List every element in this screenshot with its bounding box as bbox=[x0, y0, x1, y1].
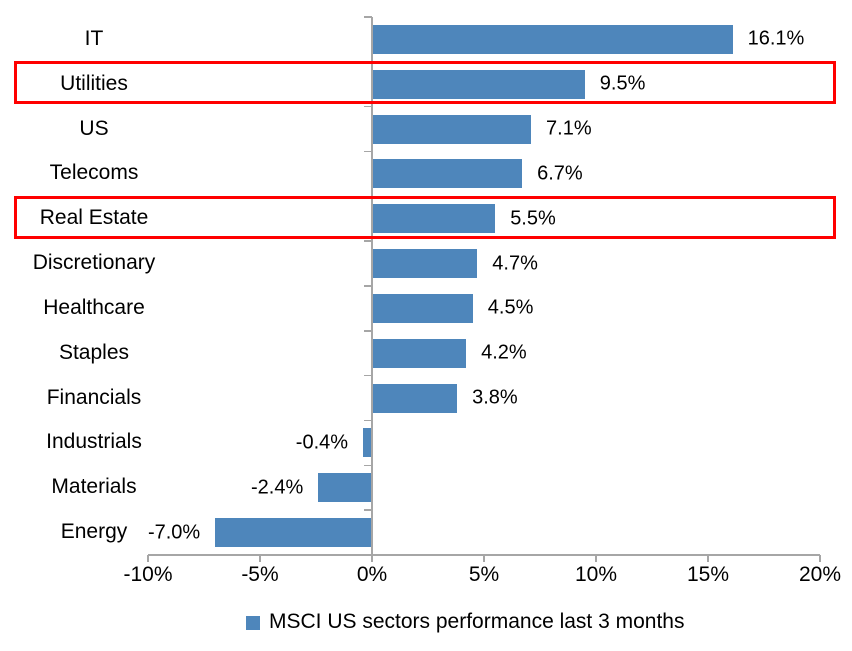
bar bbox=[372, 293, 473, 323]
value-label: 6.7% bbox=[537, 162, 583, 185]
category-label: Industrials bbox=[46, 430, 142, 454]
category-tick bbox=[364, 16, 372, 18]
value-label: -7.0% bbox=[147, 521, 201, 544]
bar bbox=[372, 204, 496, 234]
y-axis-line bbox=[371, 17, 373, 555]
category-label: Telecoms bbox=[49, 161, 139, 185]
category-label: Real Estate bbox=[39, 206, 149, 230]
x-tick bbox=[595, 555, 597, 562]
category-tick bbox=[364, 285, 372, 287]
x-tick-label: 10% bbox=[574, 563, 618, 586]
category-tick bbox=[364, 150, 372, 153]
legend-swatch-icon bbox=[246, 616, 260, 630]
x-tick bbox=[707, 555, 709, 562]
x-tick-label: -5% bbox=[241, 563, 279, 586]
legend: MSCI US sectors performance last 3 month… bbox=[246, 610, 684, 634]
value-label: -0.4% bbox=[295, 431, 349, 454]
bar bbox=[215, 518, 372, 548]
bar bbox=[372, 25, 733, 54]
bar bbox=[372, 114, 532, 144]
category-label: US bbox=[79, 116, 109, 140]
x-tick-label: 15% bbox=[686, 563, 730, 586]
category-tick bbox=[364, 240, 372, 242]
bar bbox=[363, 428, 372, 458]
bar bbox=[372, 249, 478, 279]
value-label: 4.5% bbox=[487, 296, 534, 319]
x-tick bbox=[259, 555, 261, 562]
bar bbox=[372, 338, 467, 368]
value-label: 9.5% bbox=[599, 72, 646, 95]
category-label: Discretionary bbox=[32, 251, 156, 275]
category-label: Energy bbox=[60, 520, 128, 544]
bar bbox=[372, 159, 523, 189]
value-label: -2.4% bbox=[250, 476, 304, 499]
category-tick bbox=[364, 330, 372, 332]
category-label: Financials bbox=[46, 385, 142, 409]
category-label: Staples bbox=[58, 340, 130, 364]
category-tick bbox=[364, 419, 372, 422]
category-tick bbox=[364, 464, 372, 467]
x-tick-label: 20% bbox=[798, 563, 842, 586]
category-tick bbox=[364, 374, 372, 377]
bar bbox=[372, 383, 458, 413]
category-label: Healthcare bbox=[43, 295, 145, 319]
category-tick bbox=[364, 509, 372, 511]
x-tick-label: 0% bbox=[356, 563, 388, 586]
bar bbox=[372, 69, 585, 99]
legend-label: MSCI US sectors performance last 3 month… bbox=[269, 610, 685, 633]
x-tick-label: -10% bbox=[123, 563, 173, 586]
value-label: 3.8% bbox=[472, 386, 518, 409]
value-label: 4.2% bbox=[481, 341, 527, 364]
value-label: 7.1% bbox=[546, 117, 592, 140]
value-label: 16.1% bbox=[747, 27, 805, 50]
highlight-box bbox=[14, 61, 836, 105]
x-tick bbox=[483, 555, 485, 562]
category-label: Materials bbox=[51, 475, 137, 499]
category-label: IT bbox=[84, 27, 104, 50]
value-label: 4.7% bbox=[492, 252, 538, 275]
bar bbox=[318, 473, 372, 503]
category-tick bbox=[364, 105, 372, 108]
value-label: 5.5% bbox=[510, 207, 556, 230]
x-tick bbox=[371, 555, 373, 562]
highlight-box bbox=[14, 195, 836, 239]
x-tick bbox=[819, 555, 821, 562]
category-label: Utilities bbox=[60, 71, 128, 95]
x-tick bbox=[147, 555, 149, 562]
x-tick-label: 5% bbox=[468, 563, 500, 586]
